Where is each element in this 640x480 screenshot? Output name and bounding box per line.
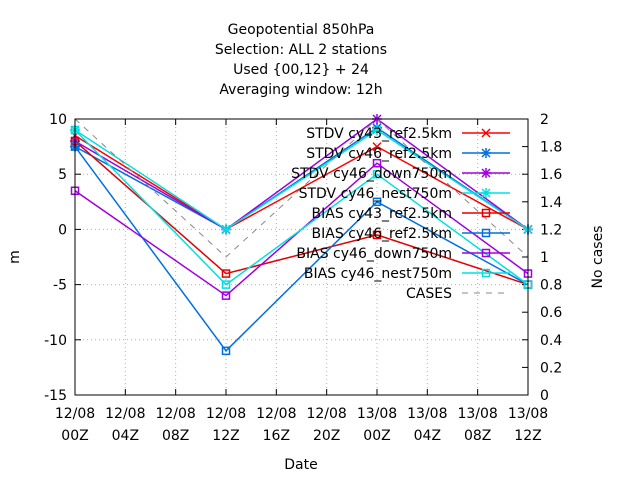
chart-title-line: Selection: ALL 2 stations (215, 42, 387, 58)
legend-marker (481, 248, 491, 258)
x-tick-label-date: 12/08 (55, 406, 95, 422)
series-line (74, 140, 529, 286)
plot-frame (74, 118, 529, 396)
y2-axis-label: No cases (590, 226, 606, 289)
chart-title: Geopotential 850hPa Selection: ALL 2 stat… (215, 22, 387, 98)
y-tick-label: -5 (53, 278, 67, 294)
y2-tick-label: 1 (540, 250, 549, 266)
series-line (74, 126, 529, 231)
y-tick-label: 0 (58, 222, 67, 238)
legend-marker (481, 128, 491, 138)
x-tick-label-hour: 04Z (414, 428, 441, 444)
chart-title-line: Geopotential 850hPa (228, 22, 375, 38)
y2-tick-label: 0.8 (540, 278, 562, 294)
y-axis: 10 5 0 -5 -10 -15 (44, 112, 81, 404)
y2-tick-label: 1.6 (540, 167, 562, 183)
x-tick-label-hour: 16Z (263, 428, 290, 444)
data-point (221, 346, 231, 356)
y2-tick-label: 1.2 (540, 222, 562, 238)
y2-tick-label: 1.8 (540, 140, 562, 156)
data-point (221, 280, 231, 289)
series-line (74, 118, 529, 231)
y2-tick-label: 0.4 (540, 333, 562, 349)
data-point (372, 142, 382, 152)
x-tick-label-hour: 08Z (162, 428, 189, 444)
x-tick-label-date: 12/08 (306, 406, 346, 422)
data-point (372, 230, 382, 240)
chart-title-line: Used {00,12} + 24 (233, 62, 369, 78)
x-tick-label-date: 13/08 (508, 406, 548, 422)
chart-title-line: Averaging window: 12h (219, 82, 382, 98)
y-tick-label: -10 (44, 333, 67, 349)
series-line (74, 146, 529, 352)
x-tick-label-hour: 12Z (514, 428, 541, 444)
x-axis-label: Date (284, 457, 317, 473)
legend-label: STDV cy46_nest750m (299, 186, 452, 202)
x-tick-label-date: 13/08 (357, 406, 397, 422)
x-tick-label-date: 13/08 (407, 406, 447, 422)
plot-series (70, 114, 533, 356)
legend: STDV cy43_ref2.5km STDV cy46_ref2.5km STDV… (291, 126, 510, 302)
series-line (74, 129, 529, 231)
x-tick-label-hour: 00Z (363, 428, 390, 444)
y-tick-label: 5 (58, 167, 67, 183)
x-tick-label-hour: 00Z (61, 428, 88, 444)
legend-label: BIAS cy46_ref2.5km (312, 226, 452, 242)
legend-label: BIAS cy46_down750m (296, 246, 452, 262)
x-tick-label-date: 12/08 (206, 406, 246, 422)
series-7 (70, 125, 533, 289)
data-point (221, 291, 231, 300)
y-tick-label: 10 (49, 112, 67, 128)
x-tick-label-date: 13/08 (457, 406, 497, 422)
legend-label: STDV cy46_down750m (291, 166, 452, 182)
legend-label: BIAS cy46_nest750m (304, 266, 452, 282)
x-tick-label-date: 12/08 (105, 406, 145, 422)
legend-label: STDV cy43_ref2.5km (306, 126, 452, 142)
y-axis-label: m (7, 250, 23, 264)
data-point (221, 269, 231, 278)
data-point (372, 169, 382, 179)
legend-marker (481, 208, 491, 218)
y-tick-label: -15 (44, 388, 67, 404)
series-line (74, 134, 529, 231)
legend-marker (481, 268, 491, 278)
x-tick-label-hour: 20Z (313, 428, 340, 444)
y2-tick-label: 0.2 (540, 360, 562, 376)
x-tick-label-hour: 12Z (212, 428, 239, 444)
legend-label: CASES (406, 286, 452, 302)
legend-label: BIAS cy43_ref2.5km (312, 206, 452, 222)
x-tick-label-date: 12/08 (256, 406, 296, 422)
x-tick-label-date: 12/08 (155, 406, 195, 422)
data-point (372, 158, 382, 168)
y2-tick-label: 0 (540, 388, 549, 404)
data-point (372, 197, 382, 207)
legend-marker (481, 228, 491, 238)
y2-tick-label: 2 (540, 112, 549, 128)
x-tick-label-hour: 08Z (464, 428, 491, 444)
x-tick-label-hour: 04Z (112, 428, 139, 444)
legend-label: STDV cy46_ref2.5km (306, 146, 452, 162)
x-axis: 12/08 00Z 12/08 04Z 12/08 08Z 12/08 12Z 12/08 16Z… (55, 119, 548, 444)
y2-tick-label: 1.4 (540, 195, 562, 211)
series-line (74, 129, 529, 286)
y2-tick-label: 0.6 (540, 305, 562, 321)
